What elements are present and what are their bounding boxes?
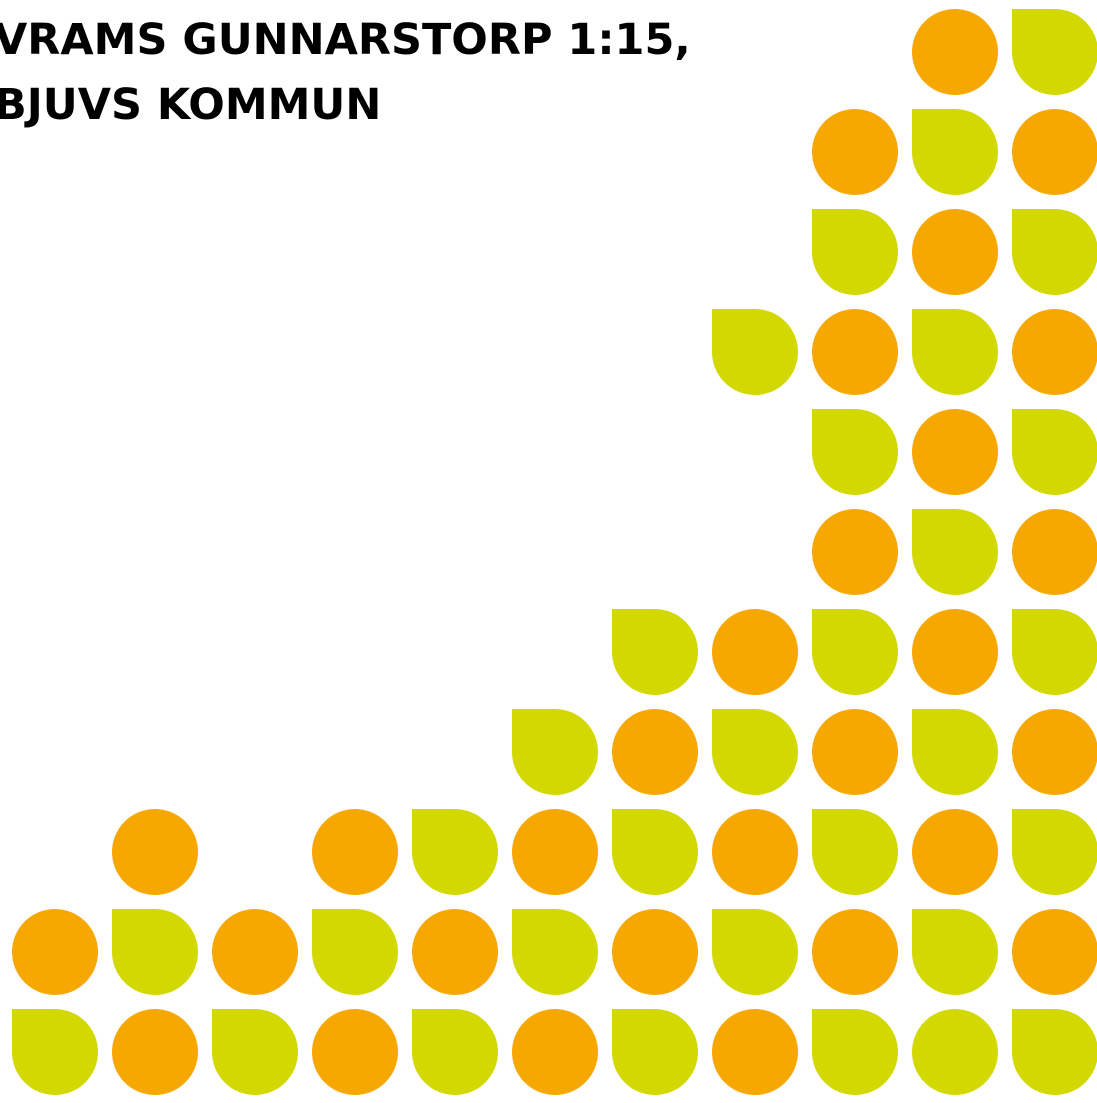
dot — [512, 1009, 598, 1095]
dot — [612, 909, 698, 995]
dot — [912, 409, 998, 495]
dot — [912, 1009, 998, 1095]
dot-tail — [612, 609, 655, 652]
dot — [1012, 309, 1097, 395]
dot — [912, 609, 998, 695]
dot-tail — [812, 609, 855, 652]
dot-tail — [212, 1009, 255, 1052]
dot-tail — [612, 1009, 655, 1052]
dot — [212, 909, 298, 995]
dot — [12, 909, 98, 995]
dot-tail — [712, 909, 755, 952]
dot-tail — [612, 809, 655, 852]
dot-tail — [12, 1009, 55, 1052]
dot-tail — [1012, 209, 1055, 252]
dot-tail — [912, 309, 955, 352]
dot — [812, 509, 898, 595]
dot — [812, 109, 898, 195]
dot-tail — [912, 709, 955, 752]
dot — [312, 809, 398, 895]
dot-tail — [812, 1009, 855, 1052]
dot-tail — [812, 809, 855, 852]
dot-tail — [412, 809, 455, 852]
dot-tail — [112, 909, 155, 952]
dot — [412, 909, 498, 995]
dot-tail — [912, 909, 955, 952]
dot-tail — [812, 209, 855, 252]
dot-tail — [1012, 809, 1055, 852]
dot-tail — [912, 509, 955, 552]
title-line: VRAMS GUNNARSTORP 1:15, — [0, 15, 691, 65]
dot — [312, 1009, 398, 1095]
dot-tail — [712, 309, 755, 352]
dot — [1012, 909, 1097, 995]
dot — [712, 609, 798, 695]
dot-tail — [512, 709, 555, 752]
dot-tail — [1012, 409, 1055, 452]
dot-tail — [1012, 609, 1055, 652]
dot-tail — [412, 1009, 455, 1052]
dot — [912, 9, 998, 95]
dot — [712, 809, 798, 895]
dot — [612, 709, 698, 795]
dot-tail — [812, 409, 855, 452]
dot — [512, 809, 598, 895]
dot-tail — [312, 909, 355, 952]
page: VRAMS GUNNARSTORP 1:15, BJUVS KOMMUN (()… — [0, 0, 1097, 1103]
dot — [812, 309, 898, 395]
dot — [712, 1009, 798, 1095]
dot — [112, 1009, 198, 1095]
dot — [1012, 109, 1097, 195]
dot — [912, 809, 998, 895]
dot — [812, 909, 898, 995]
dot — [112, 809, 198, 895]
dot — [1012, 709, 1097, 795]
dot-pattern — [12, 9, 1097, 1095]
title-line: BJUVS KOMMUN — [0, 80, 381, 130]
dot-tail — [912, 109, 955, 152]
dot — [1012, 509, 1097, 595]
dot — [912, 209, 998, 295]
dot-tail — [512, 909, 555, 952]
dot-tail — [1012, 9, 1055, 52]
cover: VRAMS GUNNARSTORP 1:15, BJUVS KOMMUN — [0, 0, 1097, 1103]
dot-tail — [712, 709, 755, 752]
dot — [812, 709, 898, 795]
dot-tail — [1012, 1009, 1055, 1052]
